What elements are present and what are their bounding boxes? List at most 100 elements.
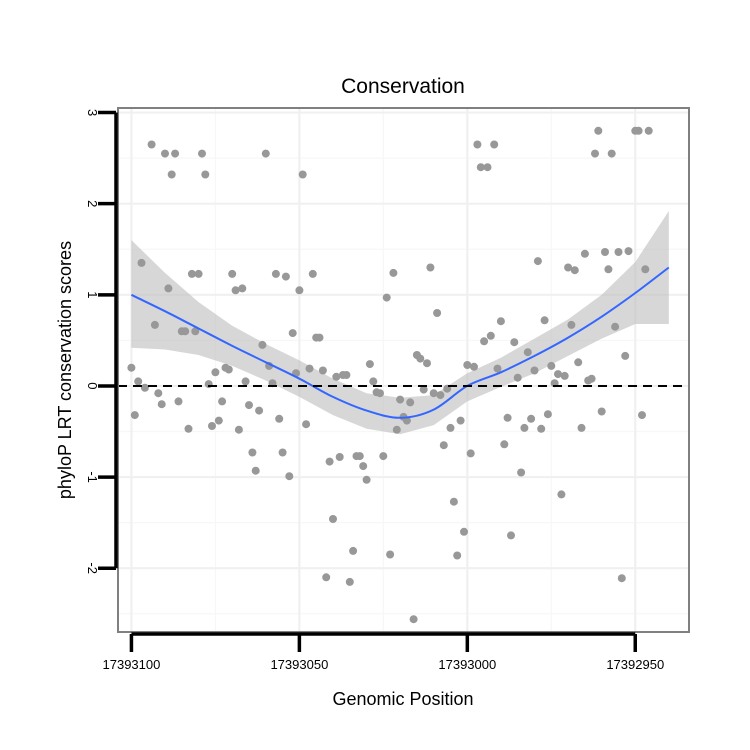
data-point (194, 269, 203, 278)
data-point (211, 368, 220, 377)
data-point (463, 361, 472, 369)
data-point (322, 573, 331, 582)
y-tick-label: -1 (85, 471, 100, 483)
data-point (198, 149, 206, 158)
data-point (134, 377, 143, 386)
data-point (644, 126, 653, 135)
data-point (547, 361, 556, 370)
data-point (379, 452, 388, 461)
data-point (621, 351, 630, 360)
smooth-curve-layer (130, 266, 670, 419)
y-axis: -2 -1 0 1 2 3 (85, 109, 118, 574)
data-point (157, 400, 166, 409)
data-point (241, 377, 250, 386)
data-point (171, 149, 180, 158)
y-axis-label: phyloP LRT conservation scores (55, 241, 75, 499)
data-point (349, 546, 358, 555)
data-point (486, 331, 495, 340)
data-point (439, 441, 448, 450)
y-tick-label: 0 (85, 382, 100, 389)
data-point (389, 268, 398, 277)
data-point (426, 263, 435, 272)
data-point (533, 257, 542, 266)
data-point (473, 140, 482, 149)
data-point (594, 126, 603, 135)
data-point (365, 360, 374, 369)
data-point (493, 364, 502, 373)
data-point (201, 170, 210, 179)
data-point (127, 363, 136, 372)
data-point (191, 327, 200, 336)
data-point (342, 371, 351, 379)
data-point (540, 316, 549, 325)
data-point (258, 340, 267, 349)
data-point (278, 448, 287, 457)
data-point (507, 531, 515, 540)
data-point (470, 362, 478, 371)
data-point (523, 348, 532, 357)
data-point (510, 338, 519, 347)
data-point (543, 410, 552, 419)
data-point (154, 389, 163, 398)
data-point (245, 401, 253, 410)
data-point (261, 149, 270, 158)
data-point (137, 258, 146, 267)
data-point (490, 140, 499, 149)
data-point (251, 466, 260, 475)
data-point (496, 317, 505, 326)
data-point (218, 397, 227, 406)
data-point (460, 527, 468, 536)
x-tick-label: 17393100 (103, 657, 161, 672)
x-axis: 17393100 17393050 17393000 17392950 (103, 632, 664, 672)
data-point (130, 411, 139, 420)
data-point (564, 263, 573, 272)
data-point (255, 406, 264, 415)
data-point (281, 272, 290, 281)
data-point (416, 354, 425, 363)
data-point (449, 497, 458, 506)
data-point (298, 170, 307, 179)
data-point (601, 248, 609, 256)
data-point (406, 398, 415, 407)
data-point (355, 452, 364, 461)
data-point (167, 170, 176, 179)
data-point (228, 269, 237, 278)
data-point (513, 373, 522, 382)
y-tick-label: 3 (85, 109, 100, 116)
data-point (617, 574, 626, 583)
data-point (591, 149, 599, 158)
panel-border (117, 107, 690, 633)
data-point (386, 550, 395, 559)
data-point (238, 284, 247, 293)
x-tick-label: 17393050 (270, 657, 328, 672)
data-point (214, 416, 223, 425)
data-point (577, 423, 586, 432)
smooth-curve (130, 266, 670, 419)
data-point (530, 366, 539, 375)
data-point (302, 420, 311, 429)
data-point (248, 448, 257, 457)
data-point (396, 395, 405, 404)
data-point (231, 286, 240, 295)
y-tick-label: 1 (85, 291, 100, 298)
y-tick-label: 2 (85, 200, 100, 207)
data-point (634, 126, 643, 135)
data-point (318, 366, 327, 375)
data-point (520, 423, 529, 432)
data-point (295, 286, 304, 295)
data-points (127, 126, 653, 624)
data-point (570, 266, 579, 275)
data-point (271, 269, 280, 278)
data-point (429, 389, 438, 398)
data-point (174, 397, 183, 406)
data-point (234, 425, 243, 434)
data-point (423, 359, 431, 368)
data-point (288, 329, 297, 338)
data-point (140, 383, 149, 392)
data-point (150, 320, 159, 329)
data-point (574, 358, 583, 367)
data-point (453, 551, 462, 560)
data-point (614, 248, 623, 256)
data-point (557, 490, 566, 499)
data-point (187, 269, 196, 278)
